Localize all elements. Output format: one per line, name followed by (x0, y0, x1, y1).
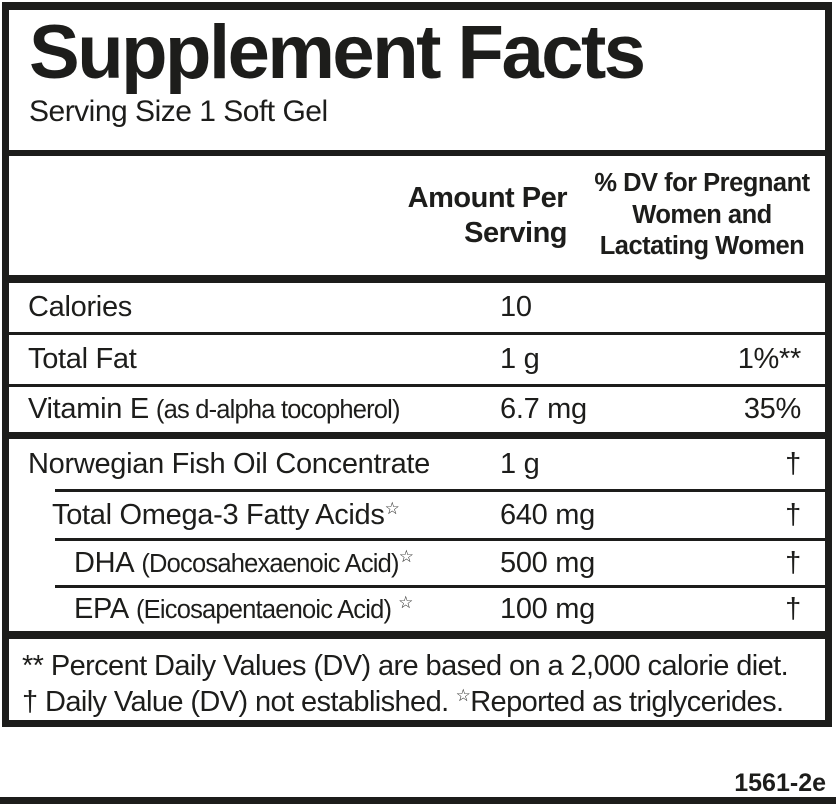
serving-size: Serving Size 1 Soft Gel (29, 94, 328, 128)
nutrient-name: Calories (28, 291, 132, 323)
nutrient-dv: 35% (743, 393, 801, 425)
nutrient-dv: 1%** (737, 343, 802, 375)
nutrient-amount: 500 mg (500, 546, 595, 579)
divider-thin-indented (55, 489, 825, 492)
star-symbol: ☆ (384, 498, 400, 518)
star-symbol: ☆ (398, 593, 414, 612)
bottom-edge-bar (0, 797, 836, 804)
table-row-omega3: Total Omega-3 Fatty Acids☆ 640 mg † (9, 492, 825, 538)
amount-header-line1: Amount Per (407, 181, 568, 214)
dv-header-line3: Lactating Women (599, 232, 805, 261)
dagger-symbol: † (785, 498, 801, 531)
amount-header-line2: Serving (464, 216, 567, 249)
nutrient-name: Total Fat (28, 343, 137, 375)
dagger-symbol: † (785, 447, 801, 480)
footnote-triglycerides: Reported as triglycerides. (470, 686, 784, 718)
nutrient-amount: 1 g (500, 343, 540, 375)
nutrient-name: Total Omega-3 Fatty Acids (52, 498, 385, 531)
table-row-vitamin-e: Vitamin E (as d-alpha tocopherol) 6.7 mg … (9, 387, 825, 432)
nutrient-amount: 6.7 mg (500, 393, 587, 425)
star-symbol: ☆ (455, 686, 471, 705)
nutrient-name: DHA (74, 546, 135, 579)
divider-thick (9, 275, 825, 283)
nutrient-name: EPA (74, 593, 129, 625)
dv-header: % DV for Pregnant Women and Lactating Wo… (585, 168, 825, 264)
footnotes: ** Percent Daily Values (DV) are based o… (9, 639, 825, 720)
footnote-dv-not-established: † Daily Value (DV) not established. ☆Repo… (22, 686, 784, 718)
column-header-row: Amount Per Serving % DV for Pregnant Wom… (9, 156, 825, 275)
facts-panel: Supplement Facts Serving Size 1 Soft Gel… (2, 2, 832, 727)
nutrient-note: (as d-alpha tocopherol) (155, 396, 401, 424)
nutrient-name: Norwegian Fish Oil Concentrate (28, 447, 431, 480)
table-row-total-fat: Total Fat 1 g 1%** (9, 335, 825, 384)
table-row-calories: Calories 10 (9, 283, 825, 332)
divider-thick (9, 432, 825, 439)
divider-thin (9, 384, 825, 387)
star-symbol: ☆ (398, 546, 414, 566)
divider-thin-indented (55, 585, 825, 588)
divider-thick (9, 631, 825, 639)
other-ingredients: Other Ingredients: Soft gel shell (beef … (8, 733, 757, 804)
divider-thin-indented (55, 538, 825, 541)
divider-medium (9, 150, 825, 156)
dv-header-line2: Women and (632, 200, 772, 229)
panel-title: Supplement Facts (29, 10, 646, 95)
dv-header-line1: % DV for Pregnant (594, 168, 810, 197)
table-row-epa: EPA (Eicosapentaenoic Acid) ☆ 100 mg † (9, 588, 825, 631)
dagger-symbol: † (785, 546, 801, 579)
nutrient-note: (Docosahexaenoic Acid) (141, 549, 399, 578)
footnote-daily-values: ** Percent Daily Values (DV) are based o… (22, 650, 789, 682)
nutrient-amount: 640 mg (500, 498, 595, 531)
amount-per-serving-header: Amount Per Serving (9, 181, 585, 251)
nutrient-name: Vitamin E (28, 393, 149, 425)
item-code: 1561-2e (734, 769, 826, 797)
dagger-symbol: † (785, 593, 801, 625)
table-row-dha: DHA (Docosahexaenoic Acid)☆ 500 mg † (9, 541, 825, 585)
nutrient-amount: 100 mg (500, 593, 595, 625)
divider-thin (9, 332, 825, 335)
nutrient-note: (Eicosapentaenoic Acid) (135, 596, 392, 624)
table-row-fish-oil: Norwegian Fish Oil Concentrate 1 g † (9, 439, 825, 489)
title-block: Supplement Facts Serving Size 1 Soft Gel (9, 10, 825, 150)
nutrient-amount: 10 (500, 291, 532, 323)
nutrient-amount: 1 g (500, 447, 540, 480)
